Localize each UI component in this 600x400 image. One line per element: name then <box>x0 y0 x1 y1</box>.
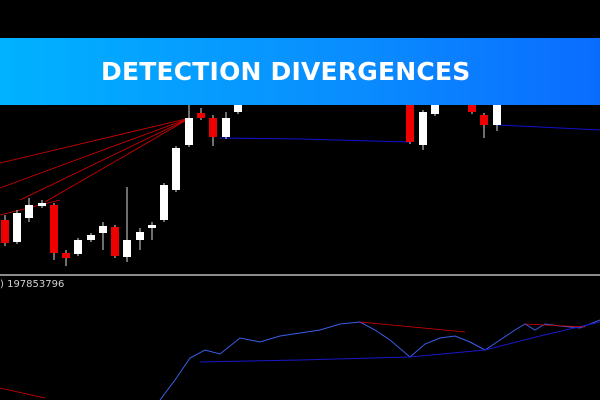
blue-line <box>496 124 600 131</box>
candle-body <box>493 104 501 125</box>
candle-body <box>209 118 217 137</box>
banner: DETECTION DIVERGENCES <box>0 38 600 105</box>
candle-body <box>50 205 58 253</box>
candle-body <box>25 205 33 218</box>
candles <box>1 100 501 266</box>
candle-body <box>123 240 131 257</box>
candle-body <box>406 104 414 142</box>
indicator-divergence <box>524 323 586 328</box>
candle-body <box>234 104 242 112</box>
candle-body <box>185 118 193 145</box>
candle-body <box>1 220 9 243</box>
candle-body <box>222 118 230 137</box>
indicator-divergence <box>359 321 466 333</box>
indicator-line <box>159 319 600 400</box>
indicator-divergence <box>0 387 46 399</box>
candle-body <box>419 112 427 145</box>
blue-line <box>219 137 411 143</box>
candle-body <box>38 203 46 206</box>
red-line <box>0 117 191 189</box>
red-line <box>44 117 191 203</box>
candle-body <box>13 213 21 242</box>
banner-title: DETECTION DIVERGENCES <box>101 57 471 86</box>
divergence-lines <box>0 117 191 216</box>
candle-body <box>480 115 488 125</box>
candle-body <box>172 148 180 190</box>
candle-body <box>87 235 95 240</box>
candle-body <box>431 104 439 114</box>
candle-body <box>160 185 168 220</box>
red-line <box>19 117 191 201</box>
red-line <box>0 117 191 164</box>
candle-body <box>74 240 82 254</box>
candle-body <box>111 227 119 256</box>
indicator-support <box>199 321 600 363</box>
candle-body <box>99 226 107 233</box>
candle-body <box>197 113 205 118</box>
candle-body <box>148 225 156 228</box>
candle-body <box>468 104 476 112</box>
indicator-label: ) 197853796 <box>0 279 65 290</box>
candle-body <box>136 232 144 240</box>
support-lines <box>219 124 600 143</box>
candle-body <box>62 253 70 258</box>
